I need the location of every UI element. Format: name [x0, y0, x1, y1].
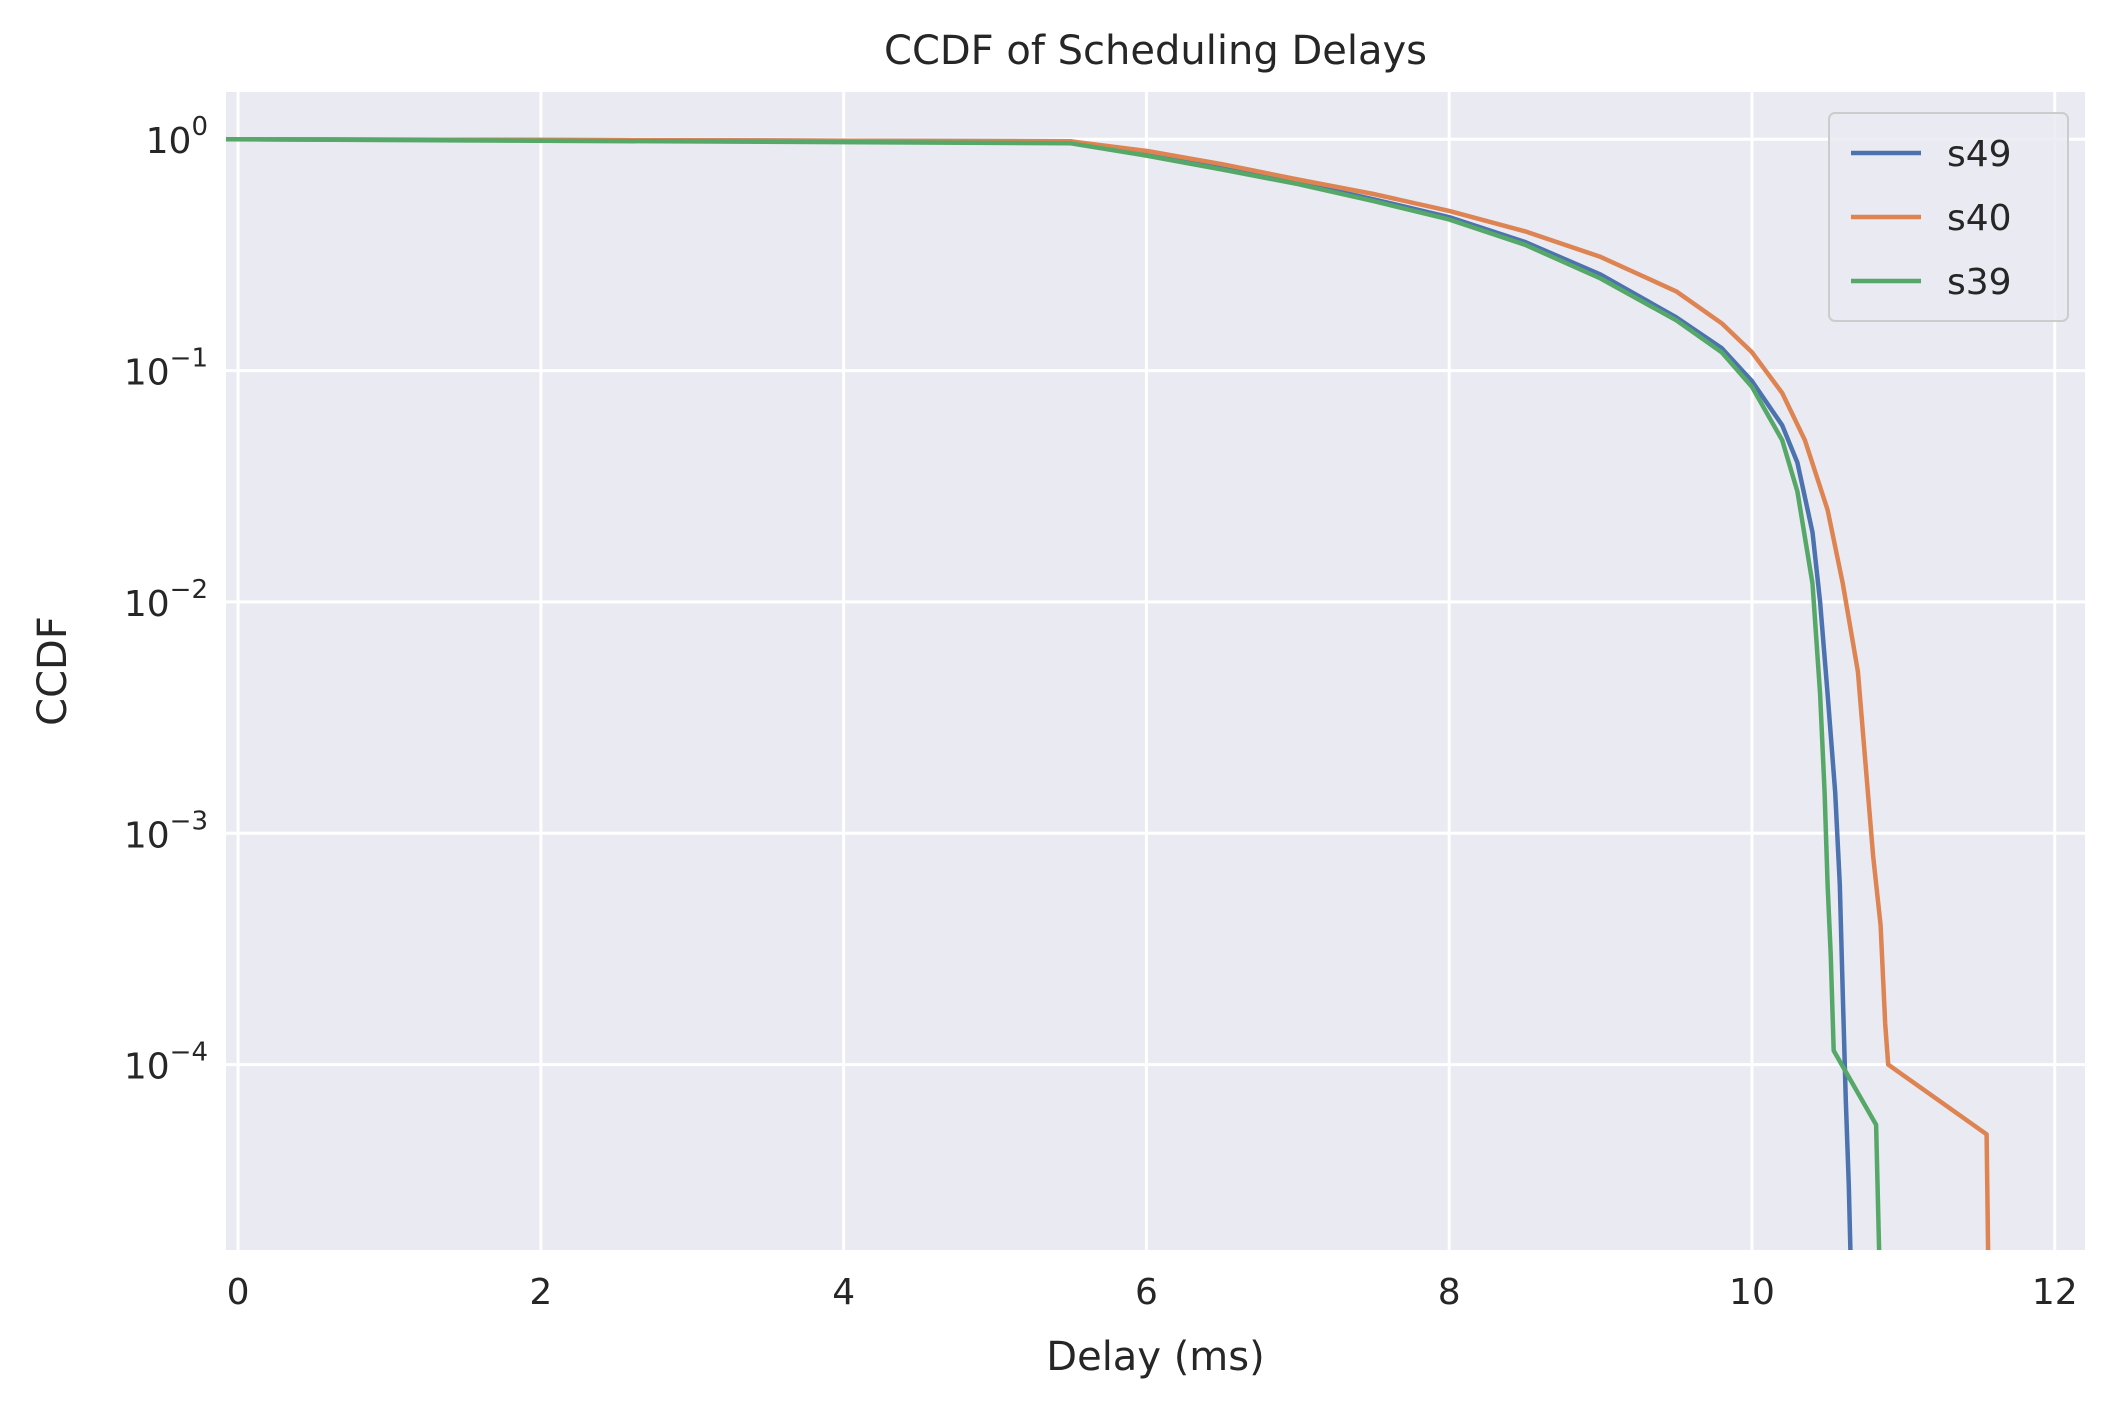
- y-tick-label: 10−1: [124, 344, 208, 394]
- chart-title: CCDF of Scheduling Delays: [884, 28, 1427, 74]
- legend-box: [1828, 112, 2069, 322]
- y-axis-label: CCDF: [30, 616, 76, 726]
- y-tick-labels: 100 10−1 10−2 10−3 10−4: [124, 112, 208, 1087]
- x-tick-label: 8: [1438, 1272, 1461, 1313]
- x-tick-label: 12: [2032, 1272, 2078, 1313]
- x-tick-label: 4: [832, 1272, 855, 1313]
- plot-background: [226, 92, 2085, 1250]
- y-tick-label: 10−2: [124, 575, 208, 625]
- legend: s49 s40 s39: [1828, 112, 2069, 322]
- x-tick-label: 2: [529, 1272, 552, 1313]
- legend-label-s39: s39: [1947, 262, 2012, 303]
- y-tick-label: 100: [146, 112, 208, 162]
- y-tick-label: 10−4: [124, 1038, 208, 1088]
- y-tick-label: 10−3: [124, 806, 208, 856]
- series-line-s39: [225, 136, 1882, 1251]
- legend-label-s40: s40: [1947, 198, 2012, 239]
- x-tick-label: 10: [1729, 1272, 1775, 1313]
- x-axis-label: Delay (ms): [1046, 1334, 1264, 1380]
- legend-label-s49: s49: [1947, 134, 2012, 175]
- series-line-s40: [225, 136, 1991, 1251]
- x-tick-labels: 0 2 4 6 8 10 12: [227, 1272, 2078, 1313]
- series-lines: [225, 136, 1991, 1251]
- x-tick-label: 6: [1135, 1272, 1158, 1313]
- x-tick-label: 0: [227, 1272, 250, 1313]
